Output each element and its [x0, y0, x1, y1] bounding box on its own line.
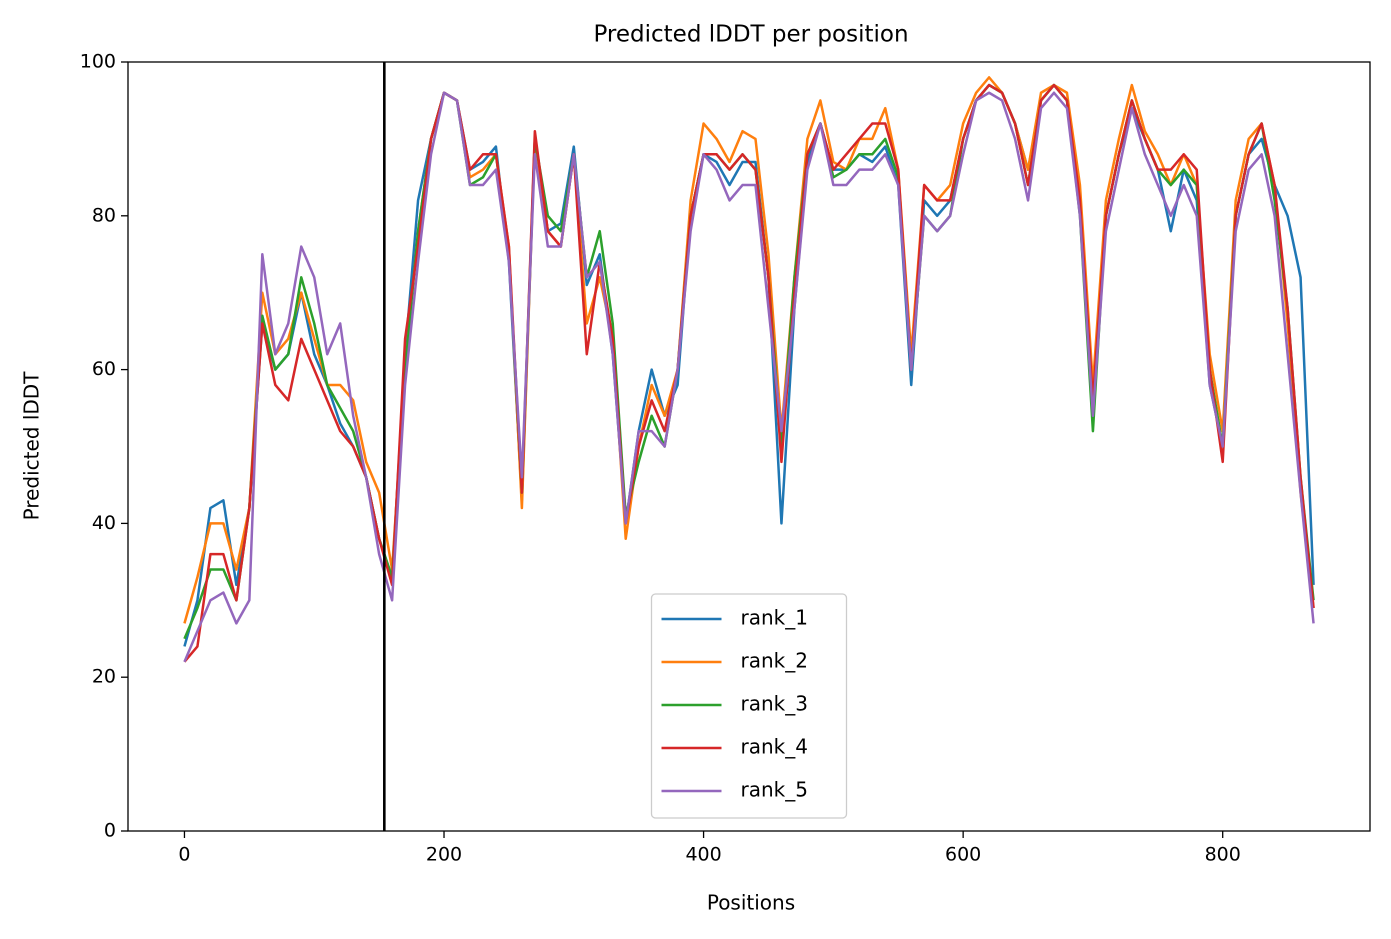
series-line: [183, 83, 1315, 663]
y-tick-label: 0: [104, 820, 116, 842]
y-tick-label: 20: [92, 666, 116, 688]
legend-label: rank_3: [741, 692, 808, 716]
legend-label: rank_4: [741, 735, 808, 759]
legend-label: rank_1: [741, 606, 808, 630]
x-tick-label: 200: [426, 844, 462, 866]
plot-frame: [127, 61, 1371, 832]
y-axis-label: Predicted lDDT: [20, 371, 44, 521]
series-line: [183, 83, 1315, 647]
x-tick-label: 0: [178, 844, 190, 866]
y-tick-label: 80: [92, 204, 116, 226]
x-axis-label: Positions: [707, 891, 795, 915]
x-tick-label: 600: [945, 844, 981, 866]
legend-label: rank_2: [741, 649, 808, 673]
y-tick-label: 60: [92, 358, 116, 380]
chart-title: Predicted lDDT per position: [593, 22, 908, 48]
legend-label: rank_5: [741, 778, 808, 802]
x-tick-label: 800: [1205, 844, 1241, 866]
series-line: [183, 91, 1315, 663]
series-line: [183, 76, 1315, 624]
x-tick-label: 400: [685, 844, 721, 866]
y-tick-label: 40: [92, 512, 116, 534]
y-tick-label: 100: [80, 51, 116, 73]
legend-box: [650, 593, 848, 819]
series-line: [183, 83, 1315, 640]
